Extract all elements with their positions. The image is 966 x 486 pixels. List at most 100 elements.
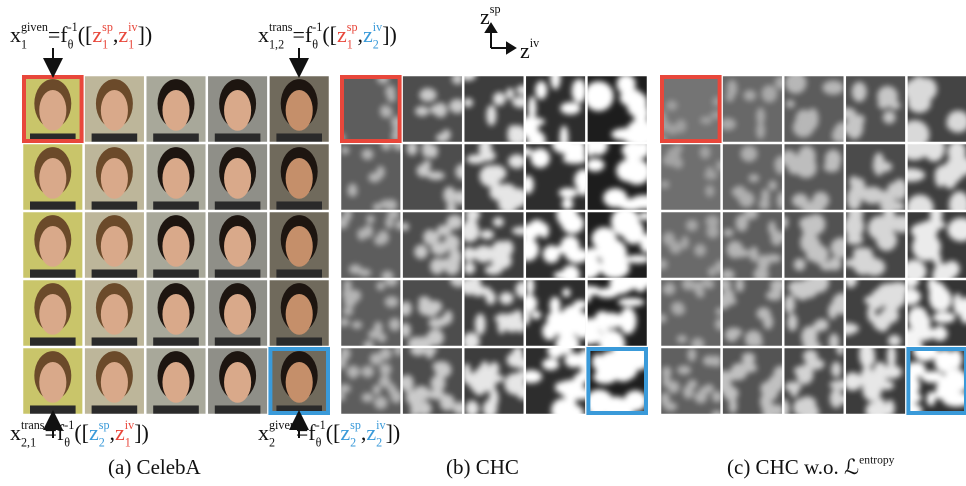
blob bbox=[887, 348, 896, 369]
image-cell bbox=[21, 278, 84, 348]
blob bbox=[426, 171, 445, 181]
text-part: iv bbox=[373, 20, 383, 34]
cell-border bbox=[144, 210, 208, 280]
blob bbox=[730, 362, 748, 381]
text-part: -1 bbox=[68, 20, 78, 34]
image-cell bbox=[339, 346, 402, 416]
image-content bbox=[402, 144, 463, 210]
blob bbox=[394, 348, 401, 357]
blob bbox=[348, 264, 362, 275]
blob bbox=[512, 348, 524, 366]
image-content bbox=[587, 144, 648, 210]
blob bbox=[828, 256, 842, 271]
caption: (c) CHC w.o. ℒentropy bbox=[727, 455, 895, 480]
pattern-blobs bbox=[661, 280, 721, 346]
blob bbox=[706, 224, 720, 239]
blob bbox=[793, 365, 811, 376]
blob bbox=[525, 117, 545, 127]
blob bbox=[587, 326, 603, 345]
blob bbox=[470, 280, 481, 289]
blob bbox=[516, 384, 524, 400]
cell-border bbox=[206, 142, 269, 212]
blob bbox=[761, 85, 778, 103]
image-content bbox=[341, 144, 401, 210]
image-cell bbox=[844, 74, 907, 144]
image-cell bbox=[83, 74, 146, 144]
blob bbox=[810, 244, 829, 265]
pattern-blobs bbox=[525, 144, 586, 210]
image-content bbox=[84, 76, 145, 142]
blob bbox=[744, 330, 762, 346]
text-part: iv bbox=[125, 418, 135, 432]
shoulders bbox=[214, 269, 261, 278]
image-content bbox=[525, 348, 586, 414]
text-part: (c) CHC w.o. bbox=[727, 455, 844, 479]
text-part: θ bbox=[312, 38, 318, 52]
formula: xgiven 2 =f-1 θ ([zsp 2 ,ziv 2]) bbox=[258, 418, 400, 450]
text-part: ]) bbox=[386, 420, 401, 445]
shoulders bbox=[214, 201, 261, 210]
blob bbox=[639, 233, 648, 254]
blob bbox=[453, 190, 463, 205]
highlight-box bbox=[340, 75, 402, 143]
image-cell bbox=[659, 142, 722, 212]
face bbox=[224, 157, 252, 199]
blob bbox=[907, 280, 920, 288]
image-content bbox=[341, 212, 401, 278]
pattern-blobs bbox=[402, 348, 463, 414]
image-content bbox=[269, 212, 329, 278]
blob bbox=[587, 286, 601, 296]
blob bbox=[571, 78, 586, 104]
pattern-blobs bbox=[415, 76, 463, 142]
blob bbox=[525, 370, 543, 384]
blob bbox=[873, 152, 885, 176]
image-cell bbox=[782, 278, 846, 348]
image-cell bbox=[206, 278, 269, 348]
face bbox=[162, 89, 190, 131]
blob bbox=[351, 320, 363, 329]
face bbox=[224, 89, 252, 131]
cell-border bbox=[462, 210, 526, 280]
blob bbox=[889, 101, 901, 110]
blob bbox=[417, 401, 432, 414]
pattern-blobs bbox=[464, 212, 524, 275]
shoulders bbox=[153, 201, 199, 210]
blob bbox=[666, 100, 678, 111]
blob bbox=[831, 361, 842, 378]
shoulders bbox=[91, 405, 138, 414]
image-cell bbox=[21, 74, 84, 144]
blob bbox=[503, 312, 521, 333]
text-part: x bbox=[258, 420, 269, 445]
cell-border bbox=[339, 346, 402, 416]
image-grids bbox=[21, 74, 966, 416]
text-part: 1,2 bbox=[269, 38, 284, 52]
image-cell bbox=[906, 278, 966, 348]
face bbox=[224, 361, 252, 403]
blob bbox=[395, 219, 401, 231]
blob bbox=[877, 99, 890, 110]
image-content bbox=[402, 76, 463, 142]
blob bbox=[848, 212, 863, 226]
image-content bbox=[207, 144, 268, 210]
image-content bbox=[269, 144, 329, 210]
image-cell bbox=[144, 346, 208, 416]
blob bbox=[402, 301, 412, 317]
blob bbox=[749, 246, 759, 262]
text-part: 2 bbox=[373, 38, 379, 52]
image-content bbox=[23, 144, 83, 210]
text-part: θ bbox=[68, 38, 74, 52]
blob bbox=[430, 375, 446, 392]
blob bbox=[726, 240, 744, 259]
blob bbox=[464, 98, 474, 108]
blob bbox=[756, 307, 771, 320]
blob bbox=[722, 280, 732, 291]
blob bbox=[661, 313, 667, 324]
blob bbox=[695, 289, 705, 298]
image-cell bbox=[339, 278, 402, 348]
pattern-blobs bbox=[661, 215, 721, 277]
blob bbox=[606, 246, 616, 261]
shoulders bbox=[91, 269, 138, 278]
shoulders bbox=[214, 133, 261, 142]
shoulders bbox=[153, 405, 199, 414]
image-cell bbox=[524, 142, 587, 212]
